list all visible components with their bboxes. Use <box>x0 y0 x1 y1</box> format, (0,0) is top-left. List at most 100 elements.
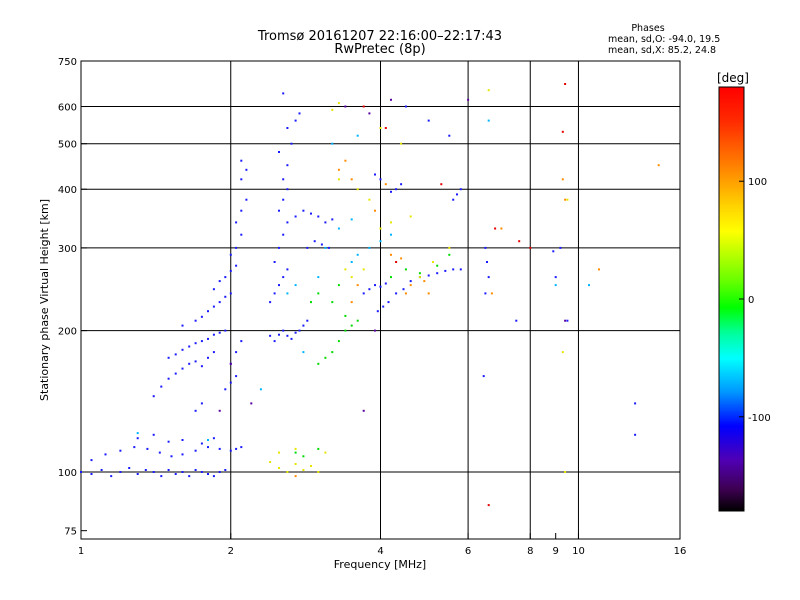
data-point <box>515 319 518 322</box>
data-point <box>561 130 564 133</box>
data-point <box>317 471 320 473</box>
data-point <box>317 292 320 295</box>
data-point <box>200 442 203 445</box>
data-point <box>350 218 353 221</box>
data-point <box>294 331 297 334</box>
data-point <box>273 261 276 263</box>
x-tick-label: 6 <box>465 546 471 557</box>
data-point <box>379 240 382 243</box>
data-point <box>337 340 340 343</box>
data-point <box>212 475 215 478</box>
data-point <box>286 127 289 129</box>
data-point <box>452 268 455 271</box>
data-point <box>302 351 305 354</box>
y-tick-label: 500 <box>58 140 77 151</box>
data-point <box>390 276 392 279</box>
data-point <box>286 188 289 191</box>
colorbar-tick-label: 100 <box>748 177 767 188</box>
stats-line-x: mean, sd,X: 85.2, 24.8 <box>608 45 716 56</box>
data-point <box>282 92 285 95</box>
data-point <box>484 292 487 295</box>
data-point <box>224 329 227 332</box>
data-point <box>337 178 340 181</box>
data-point <box>344 105 347 108</box>
data-point <box>200 365 203 368</box>
data-point <box>459 188 462 191</box>
data-point <box>427 119 430 122</box>
data-point <box>181 453 184 456</box>
data-point <box>331 142 334 145</box>
data-point <box>390 253 392 256</box>
data-point <box>152 471 155 473</box>
data-point <box>356 319 359 322</box>
data-point <box>229 253 232 256</box>
data-point <box>188 362 191 365</box>
data-point <box>598 268 600 271</box>
data-point <box>104 453 107 456</box>
data-point <box>402 288 405 291</box>
data-point <box>294 463 297 465</box>
data-point <box>320 243 323 246</box>
data-point <box>427 292 430 295</box>
data-point <box>240 209 243 212</box>
data-point <box>302 324 305 327</box>
data-point <box>337 284 340 287</box>
data-point <box>194 469 197 471</box>
data-point <box>90 473 93 475</box>
data-point <box>588 284 590 287</box>
data-point <box>350 324 353 327</box>
data-point <box>432 261 434 263</box>
data-point <box>240 340 243 343</box>
data-point <box>302 455 305 458</box>
data-point <box>379 178 382 181</box>
data-point <box>181 471 184 473</box>
data-point <box>100 469 103 471</box>
data-point <box>456 193 458 196</box>
data-point <box>362 105 365 108</box>
data-point <box>278 209 280 212</box>
data-point <box>207 473 209 475</box>
x-axis-label: Frequency [MHz] <box>334 558 426 571</box>
data-point <box>487 504 490 507</box>
data-point <box>350 178 353 181</box>
data-point <box>218 409 221 412</box>
data-point <box>200 340 203 343</box>
data-point <box>564 319 567 322</box>
data-point <box>250 402 253 405</box>
y-axis-label: Stationary phase Virtual Height [km] <box>38 199 51 401</box>
data-point <box>235 447 238 450</box>
data-point <box>356 188 359 191</box>
x-tick-label: 4 <box>377 546 383 557</box>
data-point <box>374 209 376 212</box>
data-point <box>564 198 567 201</box>
data-point <box>350 261 353 263</box>
data-point <box>379 285 382 288</box>
x-tick-label: 10 <box>572 546 585 557</box>
data-point <box>200 402 203 405</box>
data-point <box>136 432 139 435</box>
data-point <box>181 367 184 370</box>
data-point <box>224 388 227 391</box>
data-point <box>368 288 371 291</box>
data-point <box>395 292 398 295</box>
data-point <box>324 451 327 454</box>
data-point <box>379 127 382 129</box>
data-point <box>324 246 327 249</box>
data-point <box>487 276 490 279</box>
data-point <box>554 284 557 287</box>
data-point <box>174 372 177 375</box>
data-point <box>490 292 493 295</box>
data-point <box>174 473 177 475</box>
data-point <box>436 264 439 267</box>
data-point <box>119 449 122 452</box>
data-point <box>409 215 412 218</box>
data-point <box>564 83 567 85</box>
data-point <box>337 102 340 105</box>
data-point <box>344 329 347 332</box>
data-point <box>529 246 532 249</box>
data-point <box>467 98 470 101</box>
data-point <box>229 362 232 365</box>
data-point <box>494 227 497 230</box>
data-point <box>302 469 305 471</box>
data-point <box>294 475 297 478</box>
